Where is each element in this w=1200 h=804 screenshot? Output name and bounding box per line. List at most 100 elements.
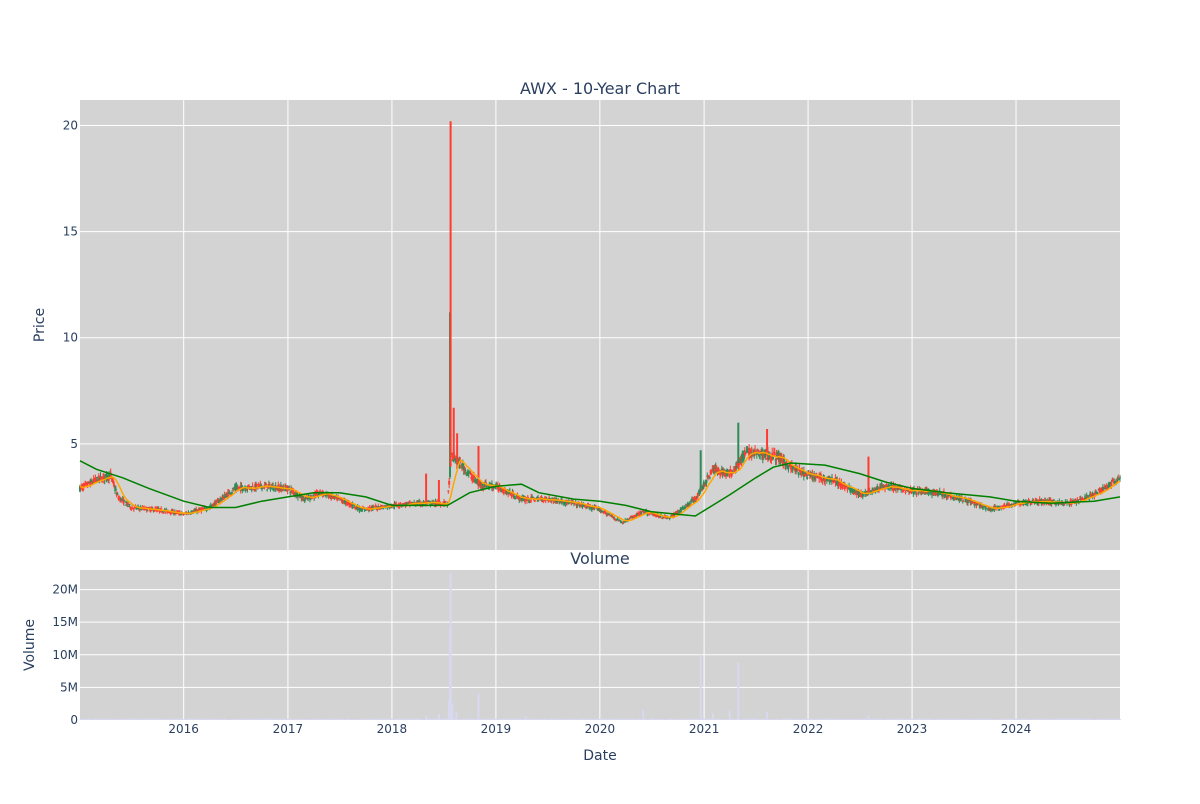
price-y-tick-label: 20: [63, 118, 78, 132]
candle-body: [628, 518, 630, 519]
candle-body: [500, 490, 502, 491]
candle-body: [511, 495, 513, 496]
volume-axis-title: Volume: [22, 619, 38, 671]
candle-body: [123, 500, 125, 501]
candle-body: [229, 492, 231, 494]
volume-y-tick-label: 15M: [52, 615, 78, 629]
candle-body: [621, 521, 623, 522]
volume-y-tick-label: 20M: [52, 583, 78, 597]
candle-body: [269, 484, 271, 485]
candle-body: [297, 496, 299, 497]
volume-bar: [1119, 719, 1121, 720]
candle-body: [162, 511, 164, 512]
candle-body: [798, 472, 800, 475]
candle-body: [144, 509, 146, 510]
candle-body: [129, 504, 131, 505]
candle-body: [787, 468, 789, 469]
candle-body: [806, 477, 808, 479]
candle-body: [609, 515, 611, 516]
x-tick-label: 2022: [793, 722, 824, 736]
candle-body: [985, 508, 987, 510]
volume-bar: [737, 663, 739, 720]
candle-body: [141, 509, 143, 510]
chart-title: AWX - 10-Year Chart: [520, 79, 680, 98]
volume-bar: [438, 714, 440, 720]
candle-body: [510, 493, 512, 495]
x-tick-label: 2016: [168, 722, 199, 736]
volume-bar: [478, 694, 480, 720]
candle-body: [224, 496, 226, 498]
candle-body: [774, 452, 776, 454]
candle-body: [1116, 479, 1118, 481]
candle-body: [963, 501, 965, 502]
candle-body: [1087, 495, 1089, 496]
candle-body: [147, 510, 149, 511]
candle-body: [468, 473, 470, 474]
candle-body: [623, 522, 625, 523]
date-axis-title: Date: [583, 748, 616, 764]
candle-body: [916, 492, 918, 493]
candle-body: [1119, 477, 1121, 478]
price-y-tick-label: 15: [63, 225, 78, 239]
candle-body: [852, 489, 854, 493]
volume-bar: [450, 573, 452, 720]
candle-body: [373, 506, 375, 507]
candle-body: [705, 480, 707, 484]
candle-body: [515, 498, 517, 499]
volume-bar: [712, 713, 714, 720]
candle-body: [682, 509, 684, 510]
candle-body: [101, 481, 103, 482]
volume-bar: [766, 712, 768, 720]
candle-body: [447, 491, 449, 492]
x-tick-label: 2023: [897, 722, 928, 736]
volume-y-tick-label: 10M: [52, 648, 78, 662]
volume-bar: [700, 655, 702, 720]
candle-body: [473, 476, 475, 479]
candle-body: [900, 489, 902, 491]
candle-body: [283, 490, 285, 491]
volume-y-tick-label: 0: [70, 713, 78, 727]
candle-body: [361, 509, 363, 511]
x-tick-label: 2019: [481, 722, 512, 736]
candle-body: [312, 495, 314, 496]
candle-body: [130, 509, 132, 510]
candle-body: [709, 478, 711, 479]
price-y-tick-label: 10: [63, 331, 78, 345]
candle-body: [96, 477, 98, 478]
candle-body: [117, 494, 119, 495]
candle-body: [124, 505, 126, 506]
volume-bar: [451, 704, 453, 720]
candle-body: [534, 501, 536, 502]
x-tick-label: 2020: [585, 722, 616, 736]
volume-bar: [729, 710, 731, 720]
candle-body: [863, 496, 865, 497]
volume-bar: [867, 715, 869, 720]
candle-body: [231, 492, 233, 493]
candle-body: [448, 481, 450, 485]
candle-body: [90, 480, 92, 482]
candle-body: [904, 490, 906, 491]
x-tick-label: 2017: [273, 722, 304, 736]
candle-body: [974, 504, 976, 505]
x-tick-label: 2021: [689, 722, 720, 736]
candle-body: [256, 484, 258, 486]
candle-body: [123, 499, 125, 504]
volume-bar: [425, 715, 427, 720]
volume-bar: [455, 712, 457, 720]
candle-body: [646, 515, 648, 516]
candle-body: [464, 470, 466, 471]
candle-body: [617, 518, 619, 520]
candle-body: [251, 490, 253, 491]
candle-body: [905, 492, 907, 493]
volume-y-tick-label: 5M: [60, 680, 78, 694]
candle-body: [252, 486, 254, 487]
candle-body: [115, 489, 117, 490]
price-y-tick-label: 5: [70, 437, 78, 451]
candle-body: [163, 512, 165, 513]
x-tick-label: 2018: [377, 722, 408, 736]
candle-body: [129, 507, 131, 509]
price-axis-title: Price: [32, 308, 48, 342]
candle-body: [812, 477, 814, 478]
